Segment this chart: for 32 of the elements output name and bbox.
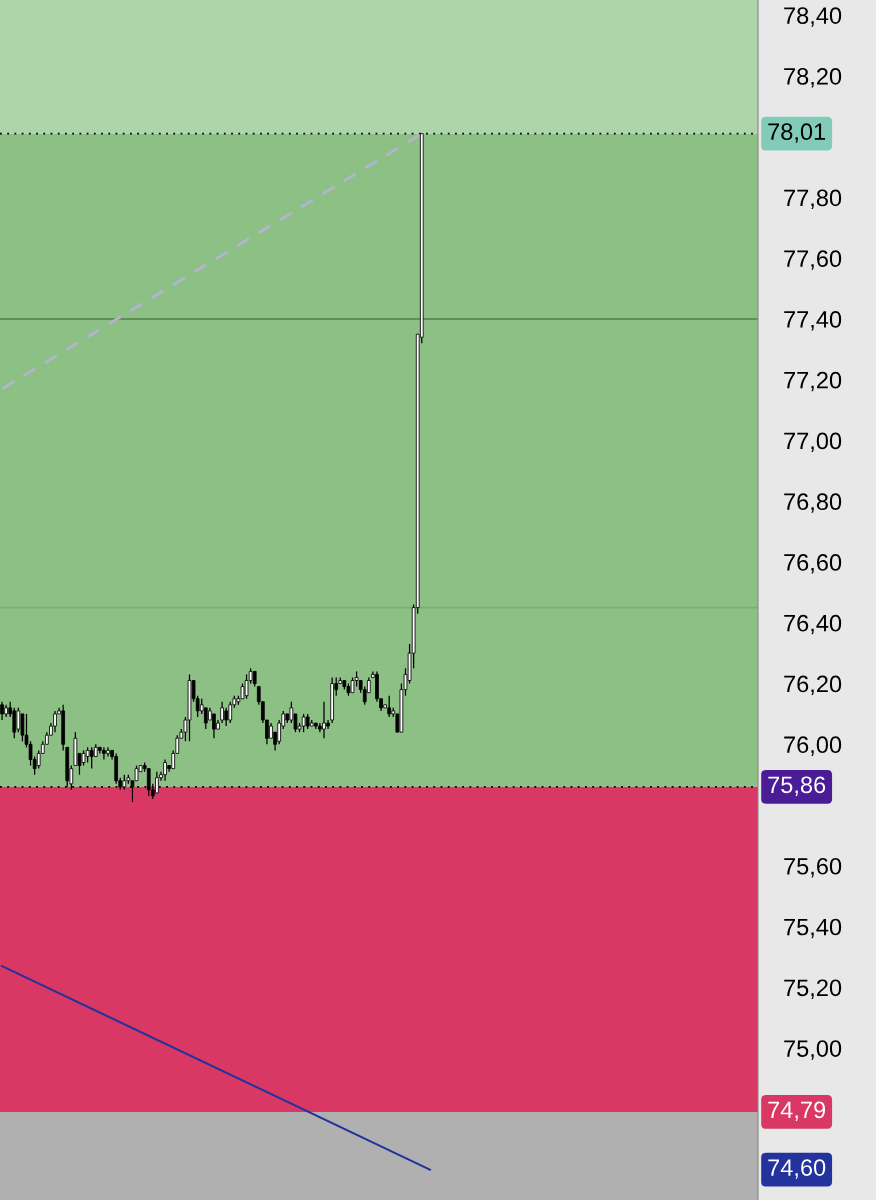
candlestick [102, 746, 106, 761]
candlestick [301, 713, 306, 733]
y-tick-label: 75,00 [784, 1040, 842, 1060]
candlestick [16, 707, 21, 733]
y-tick-label: 77,40 [784, 311, 842, 331]
y-tick-label: 76,60 [784, 554, 842, 574]
y-tick-label: 77,80 [784, 189, 842, 210]
candlestick [322, 701, 326, 739]
y-tick-label: 75,60 [784, 857, 842, 878]
y-tick-label: 78,20 [784, 68, 842, 88]
y-tick-label: 76,80 [784, 493, 842, 513]
y-tick-label: 76,00 [784, 736, 842, 756]
candlestick [203, 707, 208, 730]
ref-line-label: 75,86 [768, 776, 826, 796]
y-tick-label: 75,20 [784, 979, 842, 999]
y-tick-label: 75,40 [784, 918, 842, 939]
candlestick [53, 710, 57, 733]
candlestick [163, 758, 167, 782]
candlestick [106, 746, 110, 758]
band-label: 74,79 [768, 1101, 826, 1122]
y-tick-label: 76,40 [784, 614, 842, 635]
candlestick [224, 707, 229, 727]
y-tick-label: 78,40 [784, 7, 842, 27]
candlestick [212, 713, 216, 739]
text: 74,60 [768, 1159, 826, 1179]
y-tick-label: 77,20 [784, 371, 842, 392]
y-tick-label: 76,20 [784, 675, 842, 696]
y-tick-label: 77,60 [784, 250, 842, 270]
ref-line-label: 78,01 [768, 123, 826, 143]
candlestick [0, 701, 4, 721]
candlestick [228, 701, 233, 724]
y-tick-label: 77,00 [784, 432, 842, 453]
